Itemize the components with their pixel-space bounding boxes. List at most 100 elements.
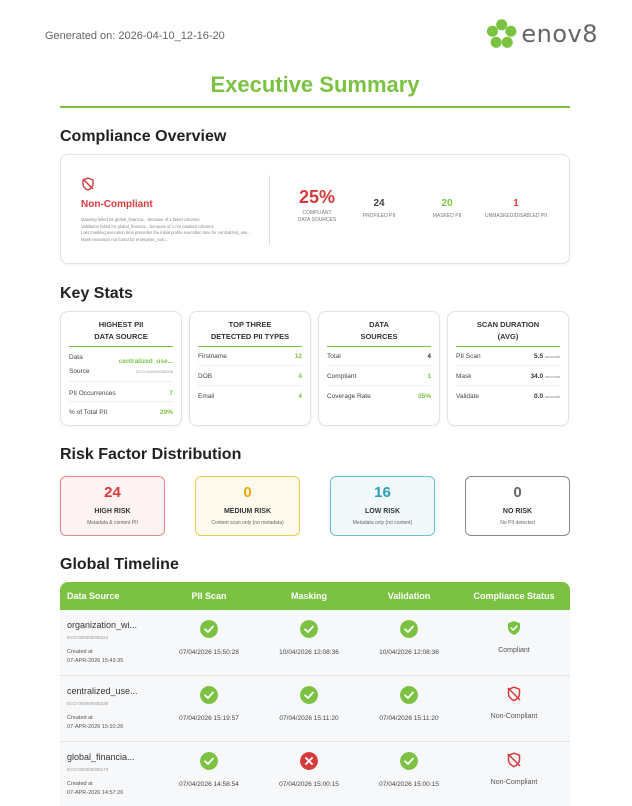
medium-risk-desc: Content scan only (no metadata) xyxy=(211,520,284,526)
compliance-status-cell: Non-Compliant xyxy=(464,686,564,720)
masked-pii-value: 20 xyxy=(441,198,453,209)
compliance-status-label: Non-Compliant xyxy=(490,713,538,720)
global-timeline-heading: Global Timeline xyxy=(60,556,179,573)
check-circle-icon xyxy=(400,620,418,638)
card-title-line: DATA SOURCE xyxy=(94,332,148,341)
row-separator xyxy=(69,381,173,382)
card-title-line: SOURCES xyxy=(360,332,398,341)
shield-check-icon xyxy=(508,621,520,635)
created-value: 07-APR-2026 14:57:26 xyxy=(67,790,124,796)
scan-duration-value: 0.0 xyxy=(534,393,544,400)
key-stats-heading: Key Stats xyxy=(60,285,133,302)
scan-duration-label: PII Scan xyxy=(456,353,481,360)
data-sources-row: Total 4 xyxy=(327,353,431,360)
scan-duration-value-group: 0.0 seconds xyxy=(534,393,560,400)
generated-timestamp: Generated on: 2026-04-10_12-16-20 xyxy=(45,30,225,42)
row-separator xyxy=(456,385,560,386)
table-row: global_financia... ECO-000000038173 Crea… xyxy=(60,742,570,806)
pii-occurrences-row: PII Occurrences 7 xyxy=(69,390,173,397)
medium-risk-value: 0 xyxy=(243,484,252,501)
medium-risk-card: 0 MEDIUM RISK Content scan only (no meta… xyxy=(195,476,300,536)
card-divider xyxy=(456,346,560,347)
profiled-pii-label: PROFILED PII xyxy=(362,213,396,219)
shield-off-icon xyxy=(507,686,521,702)
validation-time: 07/04/2026 15:11:20 xyxy=(379,715,439,722)
unmasked-pii-stat: 1 UNMASKED/DISABLED PII xyxy=(481,198,551,219)
pii-scan-time: 07/04/2026 15:19:57 xyxy=(179,715,239,722)
pii-type-label: DOB xyxy=(198,373,213,380)
source-value: centralized_use... xyxy=(118,358,173,365)
data-source-created: Created at 07-APR-2026 15:10:26 xyxy=(67,714,123,732)
pii-type-label: Email xyxy=(198,393,215,400)
compliance-note: Mask execution not found for enterprise_… xyxy=(81,236,169,242)
scan-duration-value-group: 5.5 seconds xyxy=(534,353,560,360)
data-sources-row: Coverage Rate 25% xyxy=(327,393,431,400)
pii-type-row: Firstname 12 xyxy=(198,353,302,360)
compliance-status-label: Compliant xyxy=(498,647,530,654)
high-risk-desc: Metadata & content PII xyxy=(87,520,138,526)
created-label: Created at xyxy=(67,649,93,655)
compliance-note: Last masking execution time precedes the… xyxy=(81,230,251,235)
low-risk-card: 16 LOW RISK Metadata only (no content) xyxy=(330,476,435,536)
check-circle-icon xyxy=(300,620,318,638)
card-title-line: DATA xyxy=(369,320,389,329)
card-divider xyxy=(327,346,431,347)
check-circle-icon xyxy=(200,686,218,704)
compliant-pct-label: COMPLIANT DATA SOURCES xyxy=(287,210,347,224)
card-title-line: HIGHEST PII xyxy=(98,320,144,329)
card-title-line: SCAN DURATION xyxy=(476,320,540,329)
logo-text: enov8 xyxy=(521,20,598,48)
scan-duration-value: 5.5 xyxy=(534,353,544,360)
data-sources-value: 1 xyxy=(427,373,431,380)
validation-cell: 07/04/2026 15:11:20 xyxy=(359,686,459,722)
source-label-row: Source ECO-000000038336 xyxy=(69,368,173,375)
compliant-pct-label-line: COMPLIANT xyxy=(302,210,332,216)
card-title: TOP THREE DETECTED PII TYPES xyxy=(190,319,310,343)
total-pii-pct-value: 29% xyxy=(159,409,173,416)
compliant-pct-value: 25% xyxy=(298,187,336,207)
pii-scan-time: 07/04/2026 14:58:54 xyxy=(179,781,239,788)
low-risk-desc: Metadata only (no content) xyxy=(352,520,413,526)
data-sources-value: 25% xyxy=(417,393,431,400)
masking-cell: 07/04/2026 15:11:20 xyxy=(259,686,359,722)
pii-type-row: DOB 4 xyxy=(198,373,302,380)
masking-cell: 10/04/2026 12:08:36 xyxy=(259,620,359,656)
column-header-masking: Masking xyxy=(290,591,327,601)
row-separator xyxy=(198,365,302,366)
check-circle-icon xyxy=(400,752,418,770)
shield-off-icon xyxy=(507,752,521,768)
no-risk-card: 0 NO RISK No PII detected xyxy=(465,476,570,536)
row-separator xyxy=(69,401,173,402)
no-risk-value: 0 xyxy=(513,484,522,501)
pii-scan-cell: 07/04/2026 15:19:57 xyxy=(159,686,259,722)
overview-divider xyxy=(269,175,270,245)
scan-duration-label: Mask xyxy=(456,373,472,380)
masking-time: 07/04/2026 15:11:20 xyxy=(279,715,339,722)
row-separator xyxy=(327,365,431,366)
scan-duration-unit: seconds xyxy=(545,394,560,399)
validation-cell: 07/04/2026 15:00:15 xyxy=(359,752,459,788)
card-title: HIGHEST PII DATA SOURCE xyxy=(61,319,181,343)
scan-duration-card: SCAN DURATION (AVG) PII Scan 5.5 seconds … xyxy=(447,311,569,426)
pii-scan-cell: 07/04/2026 14:58:54 xyxy=(159,752,259,788)
column-header-validation: Validation xyxy=(387,591,431,601)
created-value: 07-APR-2026 15:43:35 xyxy=(67,658,124,664)
data-source-created: Created at 07-APR-2026 14:57:26 xyxy=(67,780,123,798)
compliance-notes: Masking failed for global_financia... be… xyxy=(81,217,266,243)
risk-distribution-heading: Risk Factor Distribution xyxy=(60,446,242,463)
created-label: Created at xyxy=(67,715,93,721)
pii-scan-cell: 07/04/2026 15:50:28 xyxy=(159,620,259,656)
masked-pii-stat: 20 MASKED PII xyxy=(412,198,482,219)
pii-occurrences-label: PII Occurrences xyxy=(69,390,116,397)
data-source-name: centralized_use... xyxy=(67,686,138,696)
validation-time: 10/04/2026 12:08:36 xyxy=(379,649,439,656)
enov8-logo: enov8 xyxy=(486,16,598,52)
top-pii-types-card: TOP THREE DETECTED PII TYPES Firstname 1… xyxy=(189,311,311,426)
source-id: ECO-000000038336 xyxy=(136,369,173,374)
compliance-overview-card: Non-Compliant Masking failed for global_… xyxy=(60,154,570,264)
high-risk-value: 24 xyxy=(104,484,121,501)
no-risk-label: NO RISK xyxy=(502,508,533,515)
scan-duration-value-group: 34.0 seconds xyxy=(530,373,560,380)
check-circle-icon xyxy=(200,752,218,770)
column-header-pii-scan: PII Scan xyxy=(191,591,227,601)
